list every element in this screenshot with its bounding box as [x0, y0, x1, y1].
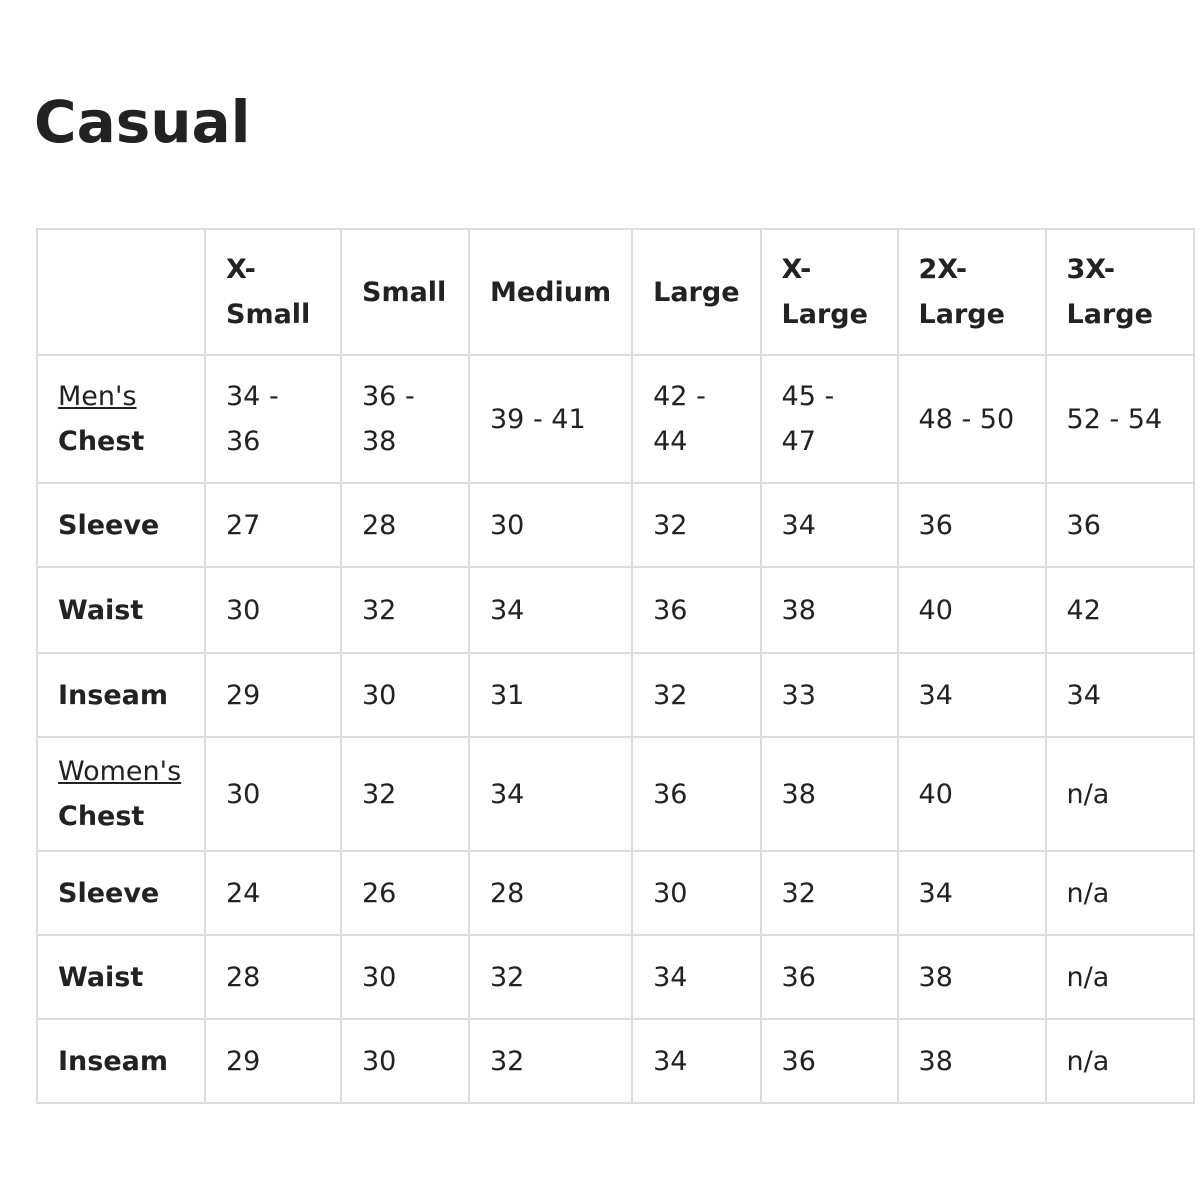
table-cell: 36 — [759, 1018, 899, 1104]
table-row: Inseam 29 30 31 32 33 34 34 — [36, 652, 1195, 738]
table-cell: 34 — [896, 850, 1047, 936]
table-cell: 34 — [467, 736, 634, 852]
table-cell: 30 — [204, 736, 342, 852]
column-header: 2X- Large — [896, 228, 1047, 356]
table-cell: 34 — [1044, 652, 1195, 738]
table-cell: n/a — [1044, 736, 1195, 852]
table-cell: n/a — [1044, 850, 1195, 936]
table-cell: 30 — [340, 652, 470, 738]
table-cell: 36 — [1044, 482, 1195, 568]
table-cell: 30 — [340, 934, 470, 1020]
column-header: Small — [340, 228, 470, 356]
table-cell: 40 — [896, 566, 1047, 654]
table-row: Women's Chest 30 32 34 36 38 40 n/a — [36, 736, 1195, 852]
column-header: X- Small — [204, 228, 342, 356]
table-cell: n/a — [1044, 1018, 1195, 1104]
table-cell: 30 — [467, 482, 634, 568]
group-label: Men's — [58, 381, 137, 412]
table-cell: 28 — [204, 934, 342, 1020]
table-row: Inseam 29 30 32 34 36 38 n/a — [36, 1018, 1195, 1104]
table-cell: 30 — [631, 850, 762, 936]
table-cell: 34 — [467, 566, 634, 654]
table-cell: 36 -38 — [340, 354, 470, 484]
table-cell: 24 — [204, 850, 342, 936]
table-cell: 38 — [896, 1018, 1047, 1104]
table-cell: 31 — [467, 652, 634, 738]
size-chart-table: X- Small Small Medium Large X- Large 2X- Large 3X… — [36, 228, 1195, 1104]
column-header: Medium — [467, 228, 634, 356]
row-label: Inseam — [36, 652, 206, 738]
table-cell: 30 — [204, 566, 342, 654]
table-row: Men's Chest 34 - 36 36 -38 39 - 41 42 -44 45 -… — [36, 354, 1195, 484]
table-cell: 42 -44 — [631, 354, 762, 484]
table-cell: 36 — [896, 482, 1047, 568]
table-cell: 52 - 54 — [1044, 354, 1195, 484]
table-cell: 32 — [759, 850, 899, 936]
table-cell: 29 — [204, 652, 342, 738]
table-cell: 32 — [340, 566, 470, 654]
table-cell: 29 — [204, 1018, 342, 1104]
table-cell: 36 — [759, 934, 899, 1020]
header-row: X- Small Small Medium Large X- Large 2X- Large 3X… — [36, 228, 1195, 356]
table-cell: 32 — [467, 1018, 634, 1104]
table-cell: 34 — [759, 482, 899, 568]
table-cell: 45 - 47 — [759, 354, 899, 484]
table-cell: 34 — [631, 1018, 762, 1104]
table-cell: 32 — [467, 934, 634, 1020]
table-row: Sleeve 24 26 28 30 32 34 n/a — [36, 850, 1195, 936]
column-header: Large — [631, 228, 762, 356]
row-label: Men's Chest — [36, 354, 206, 484]
page-title: Casual — [34, 88, 251, 156]
column-header: 3X- Large — [1044, 228, 1195, 356]
table-cell: 48 - 50 — [896, 354, 1047, 484]
table-cell: 26 — [340, 850, 470, 936]
table-cell: 40 — [896, 736, 1047, 852]
group-label: Women's — [58, 756, 182, 787]
table-cell: 28 — [340, 482, 470, 568]
table-cell: 38 — [759, 566, 899, 654]
table-cell: 32 — [340, 736, 470, 852]
table-cell: 27 — [204, 482, 342, 568]
table-cell: 36 — [631, 736, 762, 852]
table-cell: 34 — [631, 934, 762, 1020]
table-row: Sleeve 27 28 30 32 34 36 36 — [36, 482, 1195, 568]
column-header — [36, 228, 206, 356]
row-label: Women's Chest — [36, 736, 206, 852]
table-cell: 38 — [896, 934, 1047, 1020]
column-header: X- Large — [759, 228, 899, 356]
table-cell: 38 — [759, 736, 899, 852]
row-label: Sleeve — [36, 850, 206, 936]
table-cell: n/a — [1044, 934, 1195, 1020]
table-cell: 32 — [631, 652, 762, 738]
row-label: Inseam — [36, 1018, 206, 1104]
table-cell: 39 - 41 — [467, 354, 634, 484]
table-row: Waist 28 30 32 34 36 38 n/a — [36, 934, 1195, 1020]
table-cell: 34 — [896, 652, 1047, 738]
row-label: Waist — [36, 566, 206, 654]
table-cell: 34 - 36 — [204, 354, 342, 484]
table-cell: 32 — [631, 482, 762, 568]
row-label: Sleeve — [36, 482, 206, 568]
table-cell: 42 — [1044, 566, 1195, 654]
row-label: Waist — [36, 934, 206, 1020]
table-cell: 33 — [759, 652, 899, 738]
table-cell: 28 — [467, 850, 634, 936]
table-cell: 30 — [340, 1018, 470, 1104]
table-cell: 36 — [631, 566, 762, 654]
table-row: Waist 30 32 34 36 38 40 42 — [36, 566, 1195, 654]
